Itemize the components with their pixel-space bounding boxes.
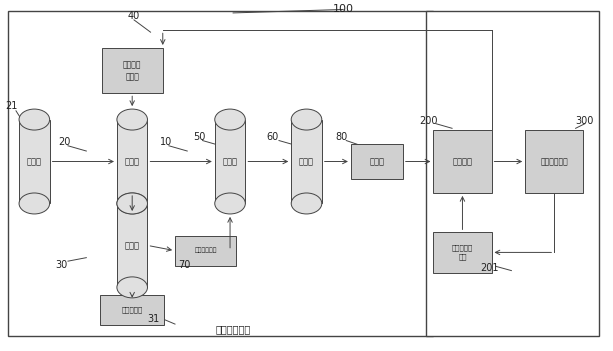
Text: 21: 21 <box>6 101 18 111</box>
Text: 轻烃气化系统: 轻烃气化系统 <box>216 324 251 335</box>
Ellipse shape <box>291 193 322 214</box>
Ellipse shape <box>117 109 148 130</box>
Bar <box>433 232 492 272</box>
Bar <box>525 130 583 193</box>
Bar <box>215 120 245 204</box>
Text: 贮气罐: 贮气罐 <box>299 157 314 166</box>
Bar <box>102 48 163 93</box>
Bar <box>433 130 492 193</box>
Ellipse shape <box>117 193 148 214</box>
Text: 冷凝水回收
装置: 冷凝水回收 装置 <box>452 245 473 260</box>
Text: 200: 200 <box>419 116 438 126</box>
Bar <box>19 120 50 204</box>
Text: 20: 20 <box>59 137 71 147</box>
Text: 80: 80 <box>336 132 348 142</box>
Text: 100: 100 <box>333 5 354 14</box>
Bar <box>100 295 164 325</box>
Text: 制气罐: 制气罐 <box>124 157 140 166</box>
Ellipse shape <box>215 193 245 214</box>
Text: 微空调压装置: 微空调压装置 <box>194 248 217 253</box>
Text: 燃烧锅炉: 燃烧锅炉 <box>452 157 473 166</box>
Text: 300: 300 <box>576 116 594 126</box>
Text: 布草清洁设备: 布草清洁设备 <box>540 157 568 166</box>
Text: 空气压缩器: 空气压缩器 <box>121 307 143 313</box>
Text: 50: 50 <box>193 132 205 142</box>
Ellipse shape <box>117 277 148 298</box>
Text: 70: 70 <box>178 260 191 270</box>
Text: 10: 10 <box>160 137 172 147</box>
Text: 60: 60 <box>267 132 279 142</box>
Text: 储油罐: 储油罐 <box>27 157 42 166</box>
Text: 40: 40 <box>128 12 140 21</box>
Bar <box>175 236 236 265</box>
Bar <box>426 11 599 336</box>
Ellipse shape <box>19 193 50 214</box>
Ellipse shape <box>291 109 322 130</box>
Text: 进气罐: 进气罐 <box>124 241 140 250</box>
Text: 降压阀: 降压阀 <box>370 157 384 166</box>
Bar <box>8 11 433 336</box>
Bar <box>351 144 403 179</box>
Bar <box>291 120 322 204</box>
Text: 中和罐: 中和罐 <box>223 157 238 166</box>
Text: 30: 30 <box>56 260 68 270</box>
Text: 液体循环
加热器: 液体循环 加热器 <box>123 60 142 81</box>
Ellipse shape <box>19 109 50 130</box>
Ellipse shape <box>117 193 148 214</box>
Bar <box>117 204 148 287</box>
Text: 31: 31 <box>148 314 160 324</box>
Ellipse shape <box>215 109 245 130</box>
Text: 201: 201 <box>481 263 499 273</box>
Bar <box>117 120 148 204</box>
